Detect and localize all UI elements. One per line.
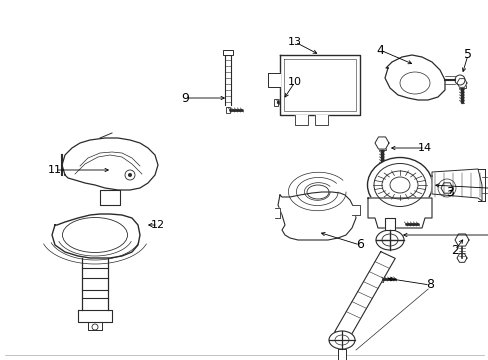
Polygon shape — [274, 208, 280, 218]
Text: 8: 8 — [425, 279, 433, 292]
Ellipse shape — [375, 230, 403, 250]
Text: 5: 5 — [463, 49, 471, 62]
Polygon shape — [374, 137, 388, 149]
Polygon shape — [62, 138, 158, 190]
Text: 14: 14 — [417, 143, 431, 153]
Polygon shape — [82, 258, 108, 310]
Polygon shape — [456, 254, 466, 262]
Text: 13: 13 — [287, 37, 302, 47]
Text: 9: 9 — [181, 91, 188, 104]
Text: 11: 11 — [48, 165, 62, 175]
Polygon shape — [100, 190, 120, 205]
Polygon shape — [78, 310, 112, 322]
Polygon shape — [384, 55, 444, 100]
Text: 2: 2 — [450, 243, 458, 256]
Polygon shape — [367, 198, 431, 228]
Polygon shape — [440, 183, 452, 193]
Polygon shape — [456, 79, 466, 87]
Ellipse shape — [367, 158, 431, 212]
Polygon shape — [351, 205, 359, 215]
Text: 12: 12 — [151, 220, 165, 230]
Polygon shape — [454, 234, 468, 246]
Ellipse shape — [328, 331, 354, 349]
Polygon shape — [223, 50, 232, 55]
Polygon shape — [52, 214, 140, 258]
Polygon shape — [334, 252, 394, 338]
Polygon shape — [278, 192, 355, 240]
Polygon shape — [267, 73, 280, 87]
Polygon shape — [280, 55, 359, 115]
Text: 4: 4 — [375, 44, 383, 57]
Text: 6: 6 — [355, 238, 363, 252]
Polygon shape — [314, 115, 327, 125]
Polygon shape — [88, 322, 102, 330]
Polygon shape — [431, 169, 481, 201]
Polygon shape — [294, 115, 307, 125]
Text: 10: 10 — [287, 77, 302, 87]
Polygon shape — [337, 349, 346, 360]
Text: 3: 3 — [445, 185, 453, 198]
Circle shape — [128, 173, 132, 177]
Polygon shape — [384, 218, 394, 230]
